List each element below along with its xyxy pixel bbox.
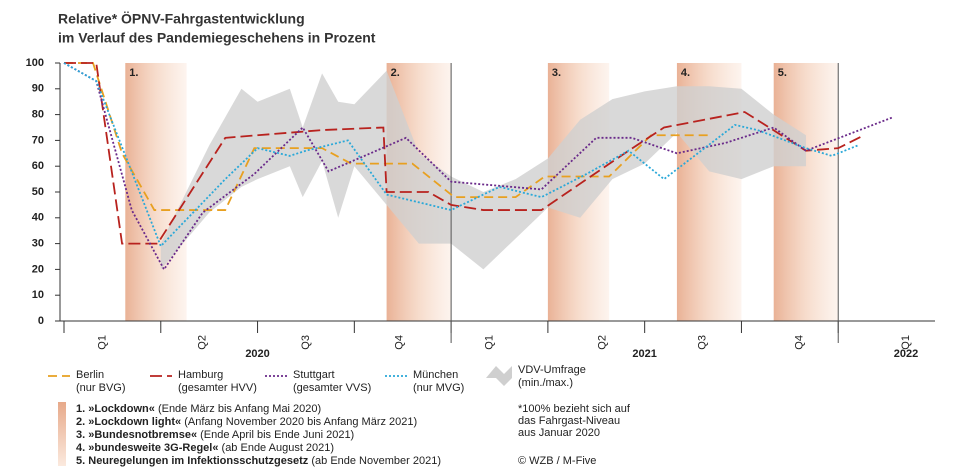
legend-label: Stuttgart (293, 369, 335, 381)
note: aus Januar 2020 (518, 427, 600, 439)
quarter-label: Q4 (393, 335, 405, 350)
period-desc: (Anfang November 2020 bis Anfang März 20… (184, 416, 417, 428)
period-label: 3. (552, 67, 561, 79)
legend-band-swatch (486, 366, 512, 386)
y-tick-label: 30 (32, 238, 44, 250)
legend-label: Hamburg (178, 369, 223, 381)
legend-sublabel: (nur MVG) (413, 382, 464, 394)
period-entry: 1. »Lockdown« (Ende März bis Anfang Mai … (76, 403, 321, 415)
legend-sublabel: (nur BVG) (76, 382, 126, 394)
quarter-label: Q1 (900, 335, 912, 350)
legend-sublabel: (gesamter VVS) (293, 382, 371, 394)
source: © WZB / M-Five (518, 455, 596, 467)
y-tick-label: 90 (32, 83, 44, 95)
period-entry: 5. Neuregelungen im Infektionsschutzgese… (76, 455, 441, 467)
quarter-label: Q1 (97, 335, 109, 350)
legend-label: Berlin (76, 369, 104, 381)
y-tick-label: 80 (32, 109, 44, 121)
period-desc: (Ende April bis Ende Juni 2021) (200, 429, 354, 441)
period-entry: 3. »Bundesnotbremse« (Ende April bis End… (76, 429, 354, 441)
quarter-label: Q4 (793, 335, 805, 350)
year-label: 2021 (632, 348, 656, 360)
series-line (64, 62, 710, 211)
y-tick-label: 0 (38, 315, 44, 327)
period-entry: 4. »bundesweite 3G-Regel« (ab Ende Augus… (76, 442, 334, 454)
y-tick-label: 20 (32, 263, 44, 275)
period-desc: (ab Ende August 2021) (222, 442, 335, 454)
period-number: 2. (76, 416, 85, 428)
y-tick-label: 70 (32, 134, 44, 146)
legend-label: VDV-Umfrage (518, 364, 586, 376)
period-name: Neuregelungen im Infektionsschutzgesetz (88, 455, 309, 467)
quarter-label: Q3 (300, 335, 312, 350)
series-line (63, 62, 894, 272)
period-number: 1. (76, 403, 85, 415)
period-number: 3. (76, 429, 85, 441)
period-entry: 2. »Lockdown light« (Anfang November 202… (76, 416, 417, 428)
year-label: 2020 (245, 348, 269, 360)
chart-subtitle: im Verlauf des Pandemiegeschehens in Pro… (58, 30, 376, 46)
period-number: 4. (76, 442, 85, 454)
legend-sublabel: (min./max.) (518, 377, 573, 389)
period-name: »bundesweite 3G-Regel« (88, 442, 218, 454)
period-name: »Lockdown light« (88, 416, 181, 428)
note: das Fahrgast-Niveau (518, 415, 620, 427)
period-desc: (ab Ende November 2021) (311, 455, 441, 467)
note: *100% bezieht sich auf (518, 403, 631, 415)
y-tick-label: 40 (32, 212, 44, 224)
period-band (773, 63, 839, 321)
period-number: 5. (76, 455, 85, 467)
period-label: 1. (129, 67, 138, 79)
period-label: 2. (391, 67, 400, 79)
year-label: 2022 (894, 348, 918, 360)
quarter-label: Q3 (697, 335, 709, 350)
legend-label: München (413, 369, 458, 381)
period-name: »Lockdown« (88, 403, 155, 415)
y-tick-label: 50 (32, 186, 44, 198)
period-label: 4. (681, 67, 690, 79)
y-tick-label: 10 (32, 289, 44, 301)
quarter-label: Q1 (484, 335, 496, 350)
vdv-band (160, 70, 806, 270)
period-legend-strip (58, 402, 66, 466)
legend-sublabel: (gesamter HVV) (178, 382, 257, 394)
y-tick-label: 60 (32, 160, 44, 172)
period-name: »Bundesnotbremse« (88, 429, 197, 441)
chart-title: Relative* ÖPNV-Fahrgastentwicklung (58, 11, 305, 27)
period-label: 5. (778, 67, 787, 79)
series-line (63, 62, 858, 248)
period-band (125, 63, 187, 321)
quarter-label: Q2 (197, 335, 209, 350)
series-line (64, 62, 865, 245)
period-desc: (Ende März bis Anfang Mai 2020) (158, 403, 321, 415)
y-tick-label: 100 (26, 57, 44, 69)
quarter-label: Q2 (597, 335, 609, 350)
